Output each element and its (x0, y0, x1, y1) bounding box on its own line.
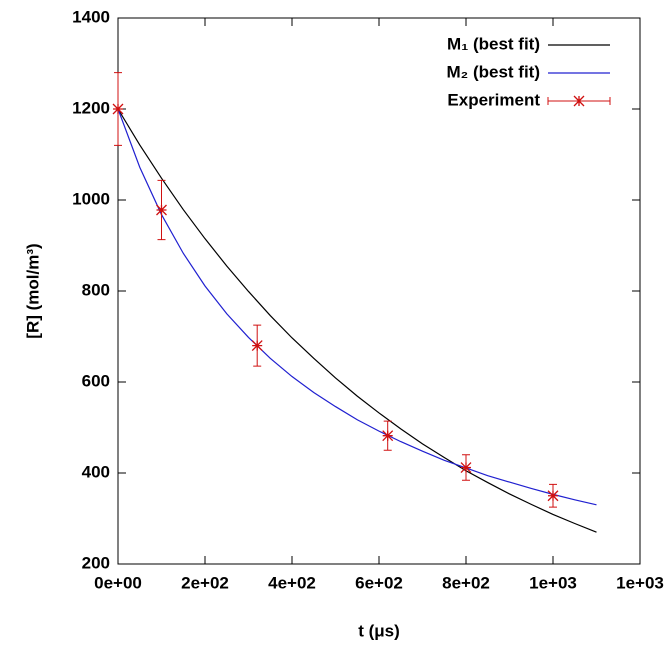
x-tick-label: 1e+03 (529, 573, 577, 592)
x-tick-label: 4e+02 (268, 573, 316, 592)
x-tick-label: 2e+02 (181, 573, 229, 592)
y-tick-label: 200 (82, 553, 110, 572)
y-tick-label: 1000 (72, 189, 110, 208)
x-tick-label: 6e+02 (355, 573, 403, 592)
y-tick-label: 400 (82, 462, 110, 481)
legend-label: M₂ (best fit) (447, 62, 540, 81)
data-point (156, 204, 167, 216)
y-tick-label: 1200 (72, 98, 110, 117)
legend-label: M₁ (best fit) (447, 34, 540, 53)
x-tick-label: 8e+02 (442, 573, 490, 592)
data-point (251, 340, 263, 352)
data-point (382, 430, 394, 442)
series-line (117, 108, 597, 506)
data-point (112, 103, 124, 115)
x-tick-label: 1e+03 (616, 573, 664, 592)
data-point (460, 462, 472, 473)
plot-frame (117, 17, 641, 565)
x-tick-label: 0e+00 (94, 573, 142, 592)
x-axis-label: t (μs) (358, 621, 400, 640)
y-tick-label: 1400 (72, 7, 110, 26)
y-axis-label: [R] (mol/m³) (23, 243, 42, 338)
data-point (547, 490, 559, 502)
y-tick-label: 800 (82, 280, 110, 299)
legend-label: Experiment (447, 90, 540, 109)
legend-swatch-marker (573, 95, 585, 107)
series-line (117, 108, 597, 533)
y-tick-label: 600 (82, 371, 110, 390)
